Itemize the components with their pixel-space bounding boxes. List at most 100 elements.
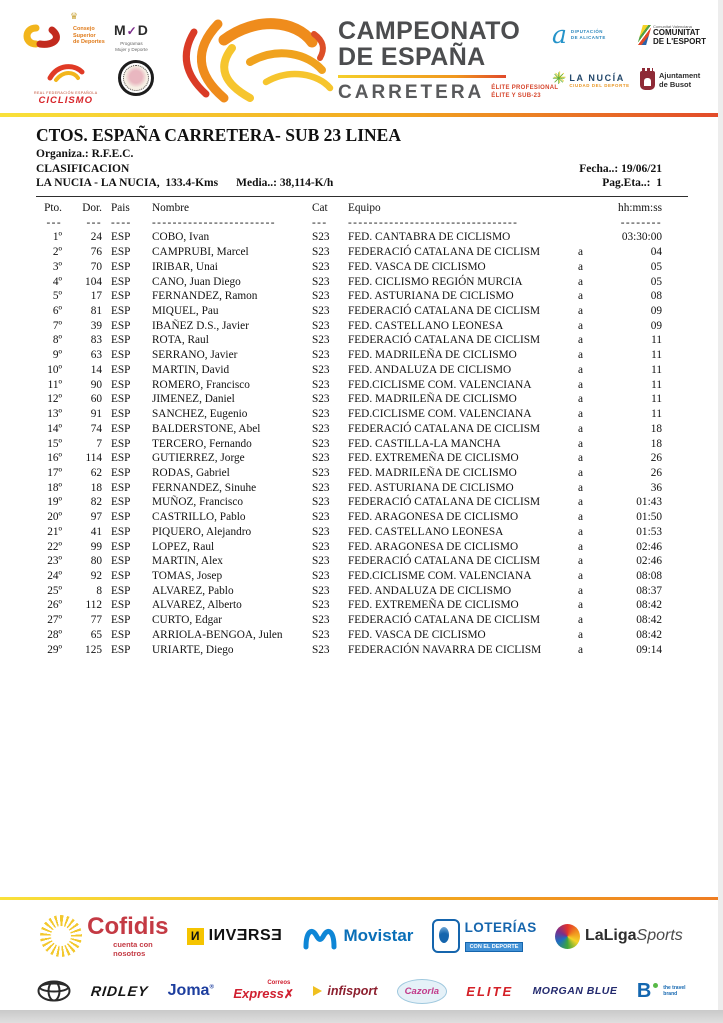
cell-dor: 8 xyxy=(96,584,102,597)
cell-nombre: PIQUERO, Alejandro xyxy=(152,525,252,538)
cell-gap: a xyxy=(578,599,584,612)
toyota-logo xyxy=(37,980,71,1002)
cell-gap: a xyxy=(578,511,584,524)
cell-pto: 9º xyxy=(52,349,62,362)
cell-cat: S23 xyxy=(312,246,330,259)
rfec-small-text: REAL FEDERACIÓN ESPAÑOLA xyxy=(34,91,98,95)
crown-icon: ♛ xyxy=(70,11,79,21)
cell-nombre: MARTIN, Alex xyxy=(152,555,223,568)
la-nucia-star-icon: ✳ xyxy=(552,71,566,89)
cell-cat: S23 xyxy=(312,496,330,509)
cell-gap: a xyxy=(578,305,584,318)
cell-nombre: TOMAS, Josep xyxy=(152,569,223,582)
table-header-row: Pto. Dor. Pais Nombre Cat Equipo hh:mm:ss xyxy=(36,201,688,216)
cell-cat: S23 xyxy=(312,437,330,450)
cell-pto: 29º xyxy=(47,643,62,656)
cell-dor: 92 xyxy=(90,569,102,582)
cell-gap: a xyxy=(578,260,584,273)
table-row: 11º 90 ESP ROMERO, Francisco S23 FED.CICLISME… xyxy=(36,378,688,393)
cell-nombre: URIARTE, Diego xyxy=(152,643,234,656)
event-title-rule xyxy=(338,75,506,78)
cell-nombre: MIQUEL, Pau xyxy=(152,305,219,318)
event-title: CAMPEONATO DE ESPAÑA CARRETERA ÉLITE PRO… xyxy=(338,18,558,104)
cell-pais: ESP xyxy=(111,246,131,259)
table-row: 17º 62 ESP RODAS, Gabriel S23 FED. MADRILEÑA … xyxy=(36,466,688,481)
cell-gap: a xyxy=(578,569,584,582)
cell-pais: ---- xyxy=(111,216,132,229)
cell-time: 11 xyxy=(651,349,662,362)
cell-pto: 14º xyxy=(47,422,62,435)
fecha-value: Fecha..: 19/06/21 xyxy=(579,162,662,175)
cell-gap: a xyxy=(578,466,584,479)
movistar-logo: Movistar xyxy=(300,921,413,951)
cell-time: 02:46 xyxy=(636,540,662,553)
cofidis-sun-icon xyxy=(40,915,83,957)
cell-pto: 25º xyxy=(47,584,62,597)
cofidis-logo: Cofidis cuenta con nosotros xyxy=(40,914,168,958)
cell-cat: S23 xyxy=(312,231,330,244)
cell-nombre: ROMERO, Francisco xyxy=(152,378,250,391)
cell-pto: 11º xyxy=(47,378,62,391)
table-row: 7º 39 ESP IBAÑEZ D.S., Javier S23 FED. CASTEL… xyxy=(36,319,688,334)
cell-dor: 77 xyxy=(90,614,102,627)
cell-nombre: FERNANDEZ, Ramon xyxy=(152,290,258,303)
table-row: 23º 80 ESP MARTIN, Alex S23 FEDERACIÓ CATALAN… xyxy=(36,554,688,569)
cell-cat: S23 xyxy=(312,452,330,465)
cell-gap: a xyxy=(578,334,584,347)
busot-logo: Ajuntament de Busot xyxy=(640,67,722,90)
cell-equipo: FEDERACIÓ CATALANA DE CICLISM xyxy=(348,555,541,568)
cell-pais: ESP xyxy=(111,525,131,538)
cell-gap xyxy=(576,216,596,231)
footer-divider xyxy=(0,897,723,900)
cell-gap: a xyxy=(578,246,584,259)
cell-time: 09 xyxy=(650,319,662,332)
organiza-line: Organiza.: R.F.E.C. xyxy=(36,148,134,160)
page-title: CTOS. ESPAÑA CARRETERA- SUB 23 LINEA xyxy=(36,125,401,145)
cell-dor: 70 xyxy=(90,260,102,273)
cell-equipo: FED. CASTELLANO LEONESA xyxy=(348,525,504,538)
table-row: 4º 104 ESP CANO, Juan Diego S23 FED. CICLISMO… xyxy=(36,275,688,290)
cell-equipo: --------------------------------- xyxy=(348,216,519,229)
cell-pto: 12º xyxy=(47,393,62,406)
infisport-wedge-icon xyxy=(313,986,323,996)
cell-pto: 26º xyxy=(47,599,62,612)
cell-cat: Cat xyxy=(312,202,328,214)
cell-pto: 7º xyxy=(52,319,62,332)
scan-edge-bottom xyxy=(0,1010,723,1023)
cell-equipo: FEDERACIÓ CATALANA DE CICLISM xyxy=(348,496,541,509)
cell-cat: S23 xyxy=(312,555,330,568)
cell-nombre: MARTIN, David xyxy=(152,363,230,376)
campeonato-flame-icon xyxy=(182,18,334,103)
cell-dor: --- xyxy=(86,216,102,229)
table-row: 16º 114 ESP GUTIERREZ, Jorge S23 FED. EXTREME… xyxy=(36,451,688,466)
table-row: 9º 63 ESP SERRANO, Javier S23 FED. MADRILEÑA … xyxy=(36,348,688,363)
cell-dor: 99 xyxy=(90,540,102,553)
cell-time: 01:50 xyxy=(636,511,662,524)
cell-pto: 3º xyxy=(52,260,62,273)
cell-equipo: FED. ARAGONESA DE CICLISMO xyxy=(348,540,519,553)
cell-gap: a xyxy=(578,481,584,494)
cell-pto: 4º xyxy=(52,275,62,288)
table-row: 22º 99 ESP LOPEZ, Raul S23 FED. ARAGONESA DE … xyxy=(36,540,688,555)
cell-pto: 13º xyxy=(47,408,62,421)
b-travel-dot-icon xyxy=(653,982,659,988)
table-row: 29º 125 ESP URIARTE, Diego S23 FEDERACIÓN NAV… xyxy=(36,643,688,658)
cell-pto: 15º xyxy=(47,437,62,450)
cell-time: 26 xyxy=(650,466,662,479)
cell-cat: S23 xyxy=(312,349,330,362)
table-dash-row: --- --- ---- ------------------------ --- ---… xyxy=(36,216,688,231)
cell-pais: ESP xyxy=(111,569,131,582)
cell-equipo: FED.CICLISME COM. VALENCIANA xyxy=(348,378,532,391)
cell-cat: S23 xyxy=(312,540,330,553)
cell-time: 18 xyxy=(650,437,662,450)
cell-pto: 6º xyxy=(52,305,62,318)
cell-gap xyxy=(576,230,596,245)
diputacion-alicante-logo: a DIPUTACIÓN DE ALICANTE xyxy=(552,20,606,50)
table-row: 6º 81 ESP MIQUEL, Pau S23 FEDERACIÓ CATALANA … xyxy=(36,304,688,319)
cell-pais: ESP xyxy=(111,290,131,303)
cell-time: 08:42 xyxy=(636,614,662,627)
cell-equipo: FED. CANTABRA DE CICLISMO xyxy=(348,231,511,244)
alicante-a-icon: a xyxy=(552,20,567,50)
sponsor-footer: Cofidis cuenta con nosotros И IИVƎRSƎ Mov… xyxy=(0,897,723,1010)
cell-pais: ESP xyxy=(111,437,131,450)
